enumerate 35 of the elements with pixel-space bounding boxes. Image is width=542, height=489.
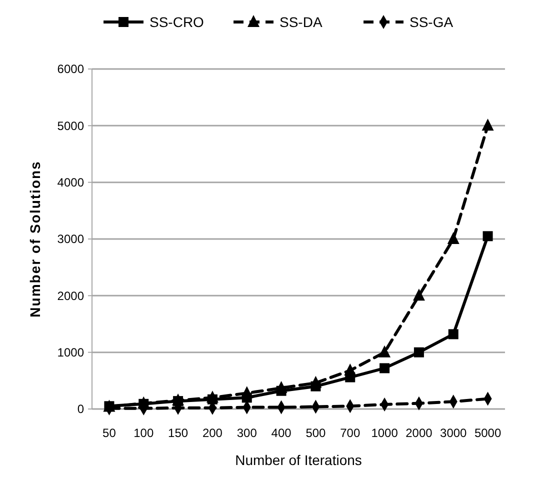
x-tick-label: 150 bbox=[168, 426, 188, 440]
point bbox=[482, 118, 494, 131]
y-tick-label: 5000 bbox=[57, 118, 84, 133]
point bbox=[240, 386, 253, 398]
x-tick-label: 700 bbox=[340, 426, 360, 440]
legend-label: SS-DA bbox=[280, 14, 323, 30]
point bbox=[344, 363, 356, 376]
point bbox=[206, 390, 218, 403]
x-tick-label: 300 bbox=[236, 426, 258, 440]
x-tick-label: 100 bbox=[134, 426, 154, 440]
y-tick-label: 3000 bbox=[57, 232, 84, 246]
x-tick-label: 2000 bbox=[406, 426, 433, 440]
x-tick-label: 1000 bbox=[371, 426, 398, 440]
y-tick-label: 2000 bbox=[57, 288, 84, 303]
point bbox=[482, 231, 493, 242]
point bbox=[378, 345, 391, 358]
legend-label: SS-CRO bbox=[150, 14, 204, 30]
x-tick-label: 200 bbox=[202, 426, 223, 440]
y-tick-label: 0 bbox=[77, 402, 84, 416]
point bbox=[448, 329, 458, 340]
y-tick-label: 4000 bbox=[57, 176, 84, 190]
point bbox=[412, 288, 425, 301]
x-tick-label: 3000 bbox=[440, 426, 468, 440]
point bbox=[414, 347, 424, 358]
y-axis-title: Number of Solutions bbox=[27, 160, 43, 318]
x-tick-label: 400 bbox=[271, 426, 292, 440]
y-tick-label: 1000 bbox=[57, 346, 84, 360]
legend-label: SS-GA bbox=[410, 14, 454, 30]
y-tick-label: 6000 bbox=[57, 62, 84, 76]
x-tick-label: 50 bbox=[102, 426, 116, 440]
x-tick-label: 5000 bbox=[474, 426, 502, 440]
x-tick-label: 500 bbox=[306, 426, 326, 440]
x-axis-title: Number of Iterations bbox=[235, 452, 362, 468]
point bbox=[447, 232, 460, 244]
point bbox=[380, 363, 390, 374]
